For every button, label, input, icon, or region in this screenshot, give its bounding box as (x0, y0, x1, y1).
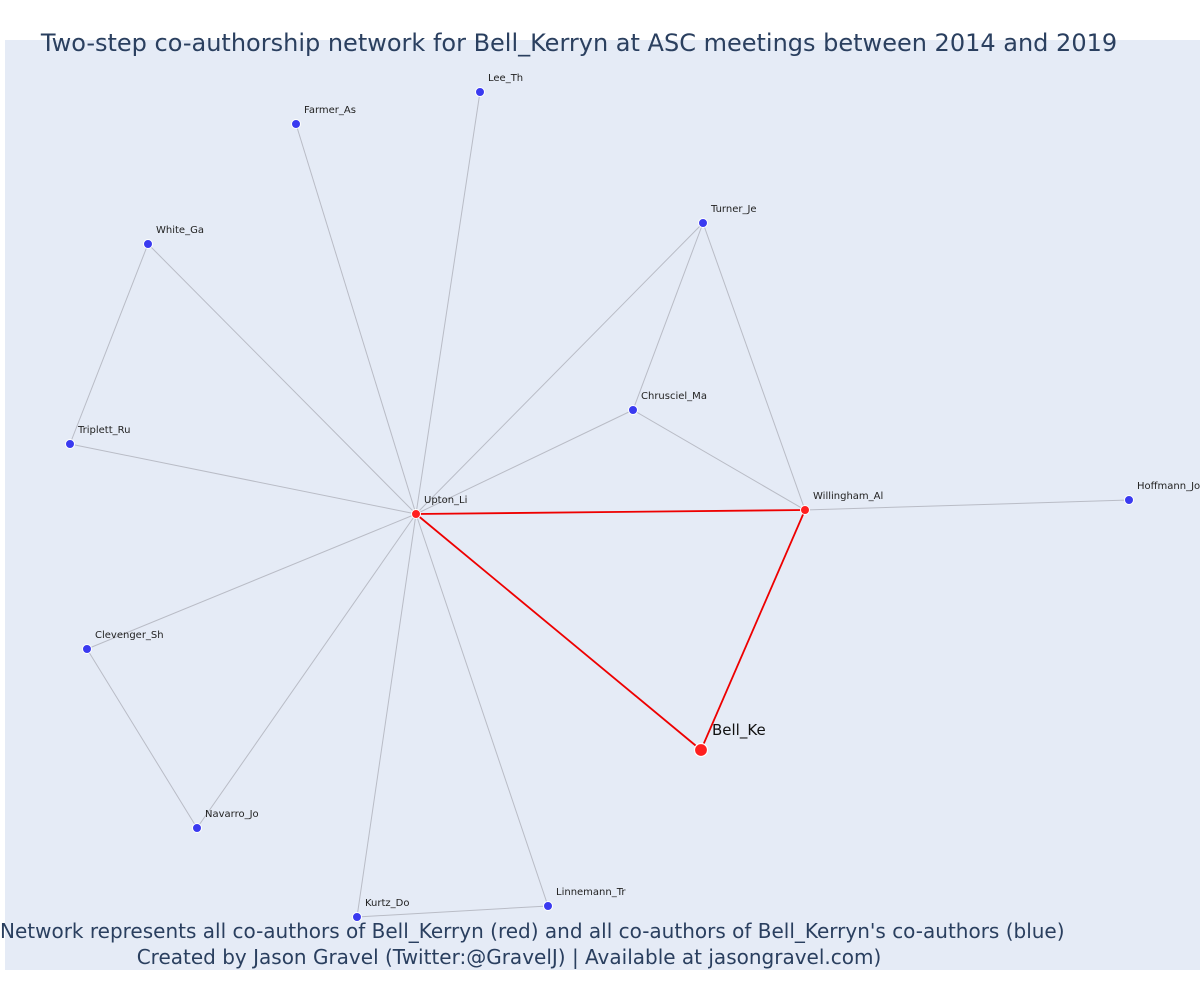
edge-bell-ke-upton-li (415, 513, 702, 751)
node-label-kurtz-do: Kurtz_Do (365, 898, 410, 909)
node-label-clevenger-sh: Clevenger_Sh (95, 630, 164, 641)
node-white-ga[interactable] (143, 239, 153, 249)
edge-upton-li-navarro-jo (196, 513, 417, 829)
node-willingham-al[interactable] (800, 505, 810, 515)
edge-upton-li-turner-je (415, 222, 704, 515)
node-label-willingham-al: Willingham_Al (813, 491, 883, 502)
node-label-hoffmann-jo: Hoffmann_Jo (1137, 481, 1200, 492)
node-linnemann-tr[interactable] (543, 901, 553, 911)
edge-white-ga-triplett-ru (69, 243, 149, 445)
edge-upton-li-willingham-al (415, 509, 806, 515)
edges-layer (69, 91, 1130, 918)
node-label-lee-th: Lee_Th (488, 73, 523, 84)
edge-chrusciel-ma-willingham-al (632, 409, 806, 511)
edge-upton-li-farmer-as (295, 123, 417, 515)
edge-upton-li-kurtz-do (356, 513, 417, 918)
node-label-navarro-jo: Navarro_Jo (205, 809, 259, 820)
labels-layer: Bell_Ke Upton_Li Willingham_Al Lee_Th Farmer… (77, 73, 1200, 909)
node-label-farmer-as: Farmer_As (304, 105, 356, 116)
node-label-upton-li: Upton_Li (424, 495, 467, 506)
chart-title: Two-step co-authorship network for Bell_… (40, 29, 1118, 57)
nodes-layer (65, 87, 1134, 922)
edge-upton-li-triplett-ru (69, 443, 417, 515)
node-label-chrusciel-ma: Chrusciel_Ma (641, 391, 707, 402)
edge-upton-li-lee-th (415, 91, 481, 515)
edge-upton-li-white-ga (147, 243, 417, 515)
node-label-bell-ke: Bell_Ke (712, 721, 766, 740)
caption-description: Network represents all co-authors of Bel… (0, 919, 1065, 943)
node-farmer-as[interactable] (291, 119, 301, 129)
node-triplett-ru[interactable] (65, 439, 75, 449)
edge-turner-je-willingham-al (702, 222, 806, 511)
node-label-turner-je: Turner_Je (710, 204, 757, 215)
node-kurtz-do[interactable] (352, 912, 362, 922)
node-chrusciel-ma[interactable] (628, 405, 638, 415)
edge-clevenger-sh-navarro-jo (86, 648, 198, 829)
node-label-triplett-ru: Triplett_Ru (77, 425, 131, 436)
caption-credit: Created by Jason Gravel (Twitter:@Gravel… (136, 945, 882, 969)
edge-kurtz-do-linnemann-tr (356, 905, 549, 918)
node-bell-ke[interactable] (693, 742, 709, 758)
node-label-white-ga: White_Ga (156, 225, 204, 236)
edge-willingham-al-hoffmann-jo (804, 499, 1130, 511)
node-label-linnemann-tr: Linnemann_Tr (556, 887, 626, 898)
edge-upton-li-chrusciel-ma (415, 409, 634, 515)
node-upton-li[interactable] (411, 509, 421, 519)
node-clevenger-sh[interactable] (82, 644, 92, 654)
edge-turner-je-chrusciel-ma (632, 222, 704, 411)
edge-upton-li-clevenger-sh (86, 513, 417, 650)
node-hoffmann-jo[interactable] (1124, 495, 1134, 505)
node-turner-je[interactable] (698, 218, 708, 228)
node-lee-th[interactable] (475, 87, 485, 97)
edge-bell-ke-willingham-al (700, 509, 806, 751)
node-navarro-jo[interactable] (192, 823, 202, 833)
edge-upton-li-linnemann-tr (415, 513, 549, 907)
plot-background (5, 40, 1200, 970)
